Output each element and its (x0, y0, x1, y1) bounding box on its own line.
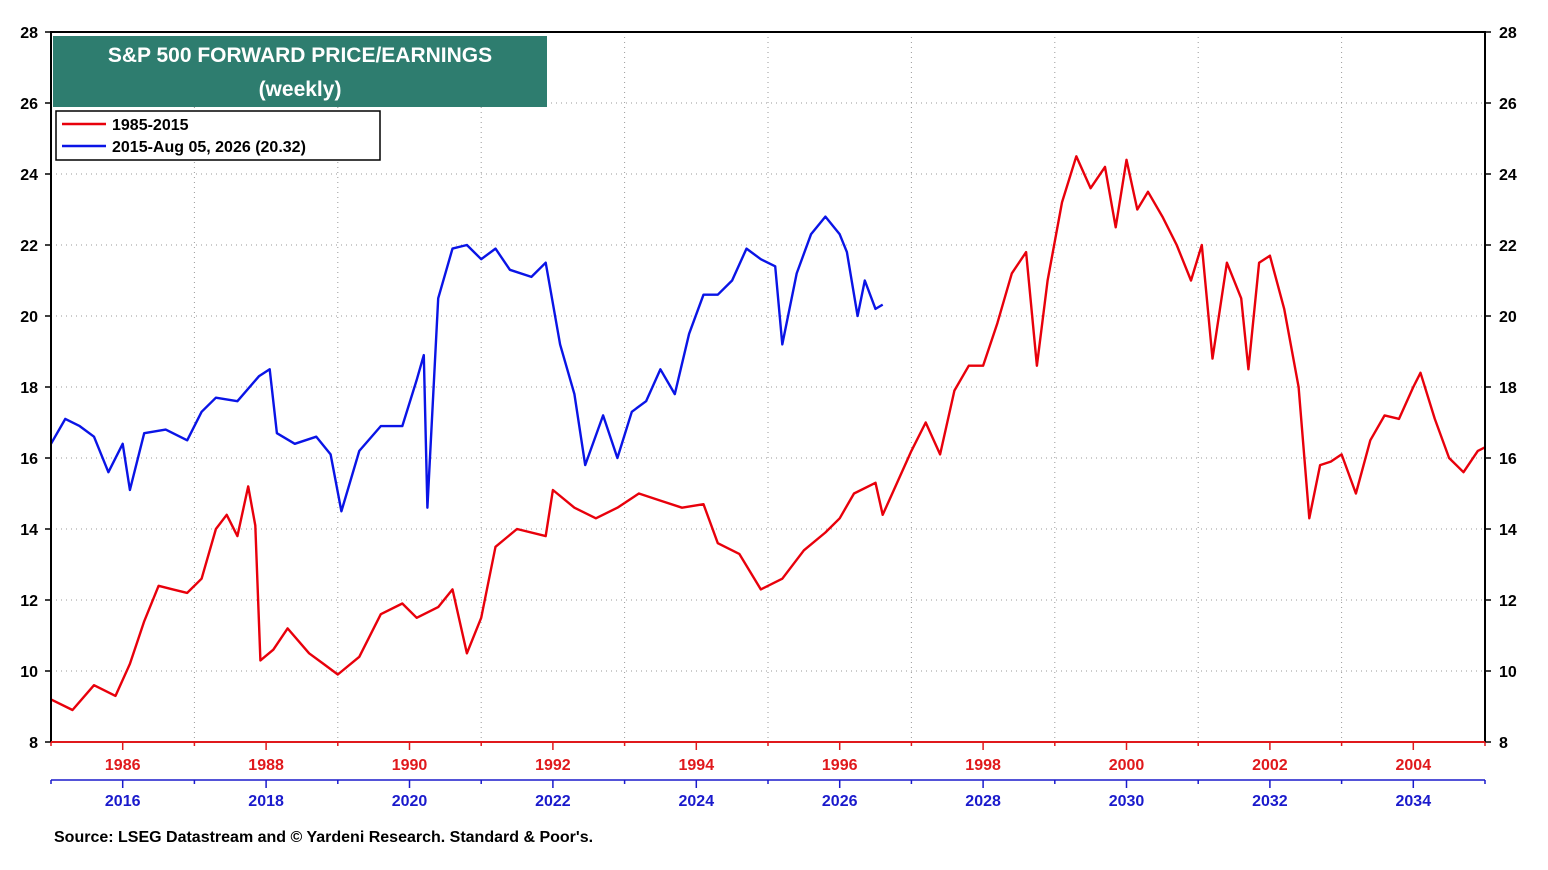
x-tick-top: 1990 (392, 757, 428, 774)
x-tick-bottom: 2018 (248, 793, 284, 810)
series-line-2015-Aug (49, 215, 884, 513)
source-note: Source: LSEG Datastream and © Yardeni Re… (54, 829, 594, 846)
x-tick-bottom: 2030 (1109, 793, 1145, 810)
y-tick-left: 10 (20, 664, 38, 681)
y-tick-left: 28 (20, 25, 38, 42)
x-tick-bottom: 2034 (1396, 793, 1432, 810)
x-tick-bottom: 2026 (822, 793, 858, 810)
y-tick-left: 20 (20, 309, 38, 326)
x-tick-bottom: 2028 (965, 793, 1001, 810)
x-tick-bottom: 2020 (392, 793, 428, 810)
y-tick-left: 16 (20, 451, 38, 468)
y-tick-right: 16 (1499, 451, 1517, 468)
x-tick-top: 1986 (105, 757, 141, 774)
x-axis-bottom: 2016 2018 2020 2022 2024 2026 2028 2030 2032 2034 (50, 779, 1486, 810)
x-tick-top: 1988 (248, 757, 284, 774)
y-tick-left: 12 (20, 593, 38, 610)
y-tick-right: 18 (1499, 380, 1517, 397)
y-tick-left: 8 (29, 735, 38, 752)
y-tick-left: 18 (20, 380, 38, 397)
legend: 1985-2015 2015-Aug 05, 2026 (20.32) (55, 110, 381, 161)
y-tick-right: 10 (1499, 664, 1517, 681)
y-tick-right: 20 (1499, 309, 1517, 326)
y-tick-left: 26 (20, 96, 38, 113)
legend-label-1985-2015: 1985-2015 (112, 117, 189, 134)
x-tick-top: 1994 (679, 757, 715, 774)
x-tick-bottom: 2032 (1252, 793, 1288, 810)
y-axis-left: 8 10 12 14 16 18 20 22 24 26 28 (20, 25, 51, 752)
y-tick-right: 22 (1499, 238, 1517, 255)
y-tick-left: 24 (20, 167, 38, 184)
x-tick-top: 2002 (1252, 757, 1288, 774)
series-layer (49, 155, 1486, 712)
chart-subtitle: (weekly) (259, 78, 342, 101)
y-tick-left: 22 (20, 238, 38, 255)
y-axis-right: 8 10 12 14 16 18 20 22 24 26 28 (1485, 25, 1517, 752)
chart-title: S&P 500 FORWARD PRICE/EARNINGS (108, 44, 492, 67)
y-tick-right: 24 (1499, 167, 1517, 184)
x-tick-top: 2004 (1396, 757, 1432, 774)
x-tick-top: 1996 (822, 757, 858, 774)
grid (51, 32, 1485, 742)
x-tick-top: 2000 (1109, 757, 1145, 774)
legend-label-2015-2026: 2015-Aug 05, 2026 (20.32) (112, 139, 306, 156)
y-tick-left: 14 (20, 522, 38, 539)
x-tick-top: 1998 (965, 757, 1001, 774)
y-tick-right: 12 (1499, 593, 1517, 610)
title-box: S&P 500 FORWARD PRICE/EARNINGS (weekly) (53, 36, 547, 107)
y-tick-right: 14 (1499, 522, 1517, 539)
x-tick-bottom: 2016 (105, 793, 141, 810)
y-tick-right: 8 (1499, 735, 1508, 752)
series-line-1985-2015 (50, 155, 1486, 712)
x-axis-top: 1986 1988 1990 1992 1994 1996 1998 2000 2002 2004 (50, 742, 1486, 774)
x-tick-bottom: 2024 (679, 793, 715, 810)
x-tick-top: 1992 (535, 757, 571, 774)
y-tick-right: 26 (1499, 96, 1517, 113)
x-tick-bottom: 2022 (535, 793, 571, 810)
y-tick-right: 28 (1499, 25, 1517, 42)
